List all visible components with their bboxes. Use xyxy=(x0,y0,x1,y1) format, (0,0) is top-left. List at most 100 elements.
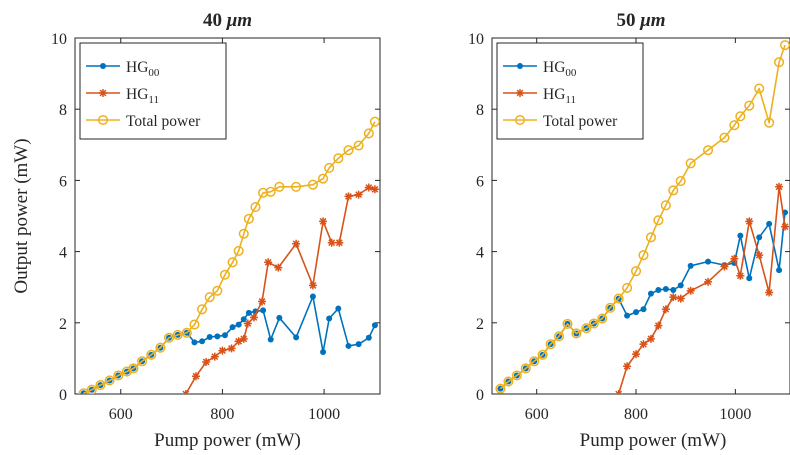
data-point xyxy=(495,383,506,394)
data-point xyxy=(227,257,238,268)
data-point xyxy=(258,297,267,306)
legend-marker xyxy=(514,114,526,126)
data-point xyxy=(308,281,317,290)
y-tick-label: 4 xyxy=(59,245,67,262)
x-tick-label: 800 xyxy=(210,406,234,423)
data-point xyxy=(774,57,785,68)
legend-label: HG00 xyxy=(126,59,160,79)
data-point xyxy=(632,350,641,359)
series-hg00 xyxy=(80,293,378,394)
chart-title: 50 μm xyxy=(616,10,665,31)
legend-label-subscript: 00 xyxy=(565,67,577,79)
data-point xyxy=(204,292,215,303)
data-point xyxy=(756,234,763,241)
data-point xyxy=(365,334,372,341)
data-point xyxy=(137,356,148,367)
data-point xyxy=(245,309,252,316)
data-point xyxy=(581,323,592,334)
data-point xyxy=(735,111,746,122)
data-point xyxy=(309,293,316,300)
data-point xyxy=(345,342,352,349)
data-point xyxy=(274,181,285,192)
legend-marker xyxy=(516,89,524,97)
data-point xyxy=(662,285,669,292)
data-point xyxy=(520,363,531,374)
y-tick-label: 4 xyxy=(476,245,484,262)
chart-title-main: 50 xyxy=(616,10,640,31)
data-point xyxy=(745,217,754,226)
data-point xyxy=(614,390,623,394)
chart-panel-1: 40 μm 0 2 4 6 8 10 600 800 1000 Pump power (mW) Out… xyxy=(11,10,381,451)
data-point xyxy=(562,318,573,329)
data-point xyxy=(647,290,654,297)
legend-label: Total power xyxy=(543,113,618,130)
data-point xyxy=(258,187,269,198)
data-point xyxy=(172,329,183,340)
data-point xyxy=(776,267,783,274)
data-point xyxy=(243,213,254,224)
data-point xyxy=(369,116,380,127)
y-tick-label: 6 xyxy=(476,173,484,190)
data-point xyxy=(622,282,633,293)
x-tick-label: 600 xyxy=(109,406,133,423)
plot-frame xyxy=(74,37,381,395)
data-point xyxy=(189,319,200,330)
legend-item: HG11 xyxy=(86,86,159,106)
data-point xyxy=(146,349,157,360)
series-line xyxy=(185,186,376,394)
data-point xyxy=(669,293,678,302)
data-point xyxy=(730,254,739,263)
data-point xyxy=(233,245,244,256)
data-point xyxy=(234,337,243,346)
y-tick-label: 6 xyxy=(59,173,67,190)
data-point xyxy=(243,319,252,328)
data-point xyxy=(371,322,378,329)
series-hg11 xyxy=(614,182,790,394)
data-point xyxy=(729,120,740,131)
y-tick-label: 0 xyxy=(59,387,67,404)
data-point xyxy=(705,258,712,265)
data-point xyxy=(212,285,223,296)
data-point xyxy=(623,362,632,371)
data-point xyxy=(238,228,249,239)
data-point xyxy=(335,238,344,247)
data-point xyxy=(781,222,790,231)
data-point xyxy=(318,173,329,184)
data-point xyxy=(704,277,713,286)
series-line xyxy=(617,186,786,394)
data-point xyxy=(687,262,694,269)
chart-title-unit: μm xyxy=(226,10,252,31)
data-point xyxy=(260,307,267,314)
data-point xyxy=(653,215,664,226)
data-point xyxy=(104,375,115,386)
data-point xyxy=(206,334,213,341)
data-point xyxy=(646,334,655,343)
data-point xyxy=(624,312,631,319)
data-point xyxy=(214,333,221,340)
legend-label-subscript: 11 xyxy=(565,94,576,106)
data-point xyxy=(364,183,373,192)
data-point xyxy=(779,40,790,51)
data-point xyxy=(630,266,642,277)
data-point xyxy=(765,288,774,297)
data-point xyxy=(645,232,656,243)
data-point xyxy=(326,315,333,322)
plot-frame xyxy=(491,37,790,395)
data-point xyxy=(537,349,548,360)
series-hg00 xyxy=(497,209,789,392)
data-point xyxy=(605,302,616,313)
data-point xyxy=(554,331,565,342)
data-point xyxy=(655,287,662,294)
data-point xyxy=(503,376,514,387)
x-tick-label: 1000 xyxy=(719,406,751,423)
data-point xyxy=(191,339,198,346)
data-point xyxy=(638,250,649,261)
legend-label-subscript: 00 xyxy=(148,67,160,79)
data-point xyxy=(113,370,124,381)
data-point xyxy=(355,341,362,348)
data-point xyxy=(128,363,139,374)
data-point xyxy=(78,388,89,394)
data-point xyxy=(307,179,318,190)
